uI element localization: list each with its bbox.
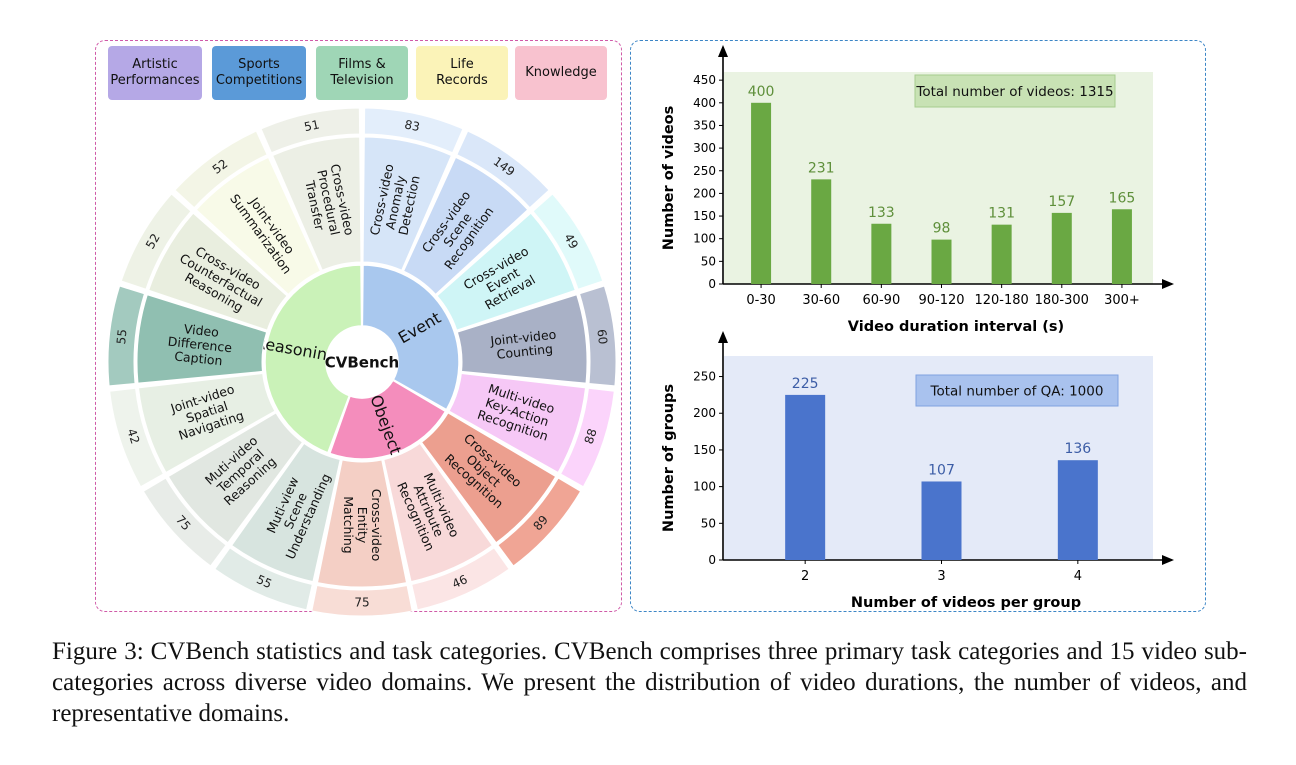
statistics-panel [630, 40, 1206, 612]
domain-knowledge: Knowledge [515, 46, 607, 100]
figure-caption: Figure 3: CVBench statistics and task ca… [52, 638, 1247, 727]
domain-sports-competitions: Sports Competitions [212, 46, 306, 100]
domain-films-television: Films & Television [316, 46, 408, 100]
domain-artistic-performances: Artistic Performances [108, 46, 202, 100]
domain-life-records: Life Records [416, 46, 508, 100]
task-category-panel [95, 40, 622, 612]
